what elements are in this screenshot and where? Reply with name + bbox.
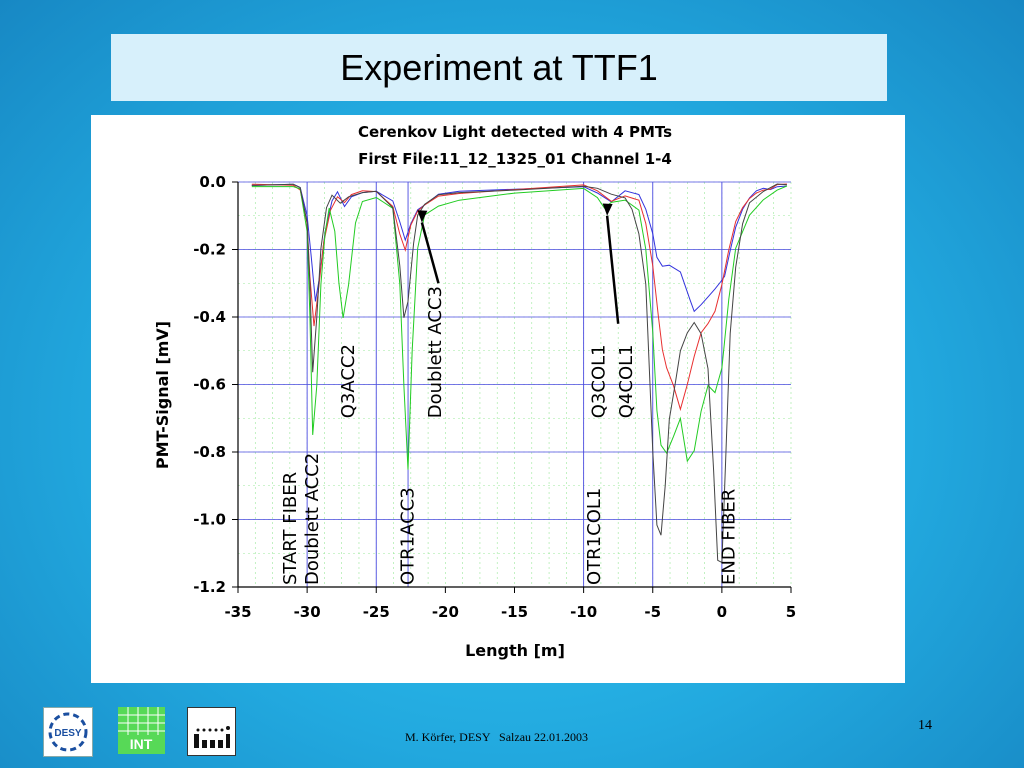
y-tick-label: -0.4 <box>193 308 226 326</box>
annotation-label: START FIBER <box>280 472 301 585</box>
annotation-arrow-head <box>417 210 428 223</box>
slide-title-box: Experiment at TTF1 <box>111 34 887 101</box>
annotation-label: Doublett ACC2 <box>302 453 323 585</box>
int-logo: INT <box>118 707 165 754</box>
annotation-label: END FIBER <box>718 489 739 585</box>
annotation-label: Q4COL1 <box>616 344 637 418</box>
y-axis-label: PMT-Signal [mV] <box>153 321 172 469</box>
x-tick-label: -15 <box>501 603 528 621</box>
y-tick-label: -1.0 <box>193 511 226 529</box>
chart-panel: Cerenkov Light detected with 4 PMTs Firs… <box>91 115 905 683</box>
y-tick-label: -0.2 <box>193 241 226 259</box>
series-line-3 <box>251 183 787 564</box>
y-tick-label: -1.2 <box>193 578 226 596</box>
annotation-label: OTR1ACC3 <box>398 487 419 585</box>
chart-svg: Cerenkov Light detected with 4 PMTs Firs… <box>153 123 796 660</box>
annotation-label: Doublett ACC3 <box>425 286 446 418</box>
x-tick-label: -35 <box>224 603 251 621</box>
x-tick-label: 5 <box>786 603 796 621</box>
desy-logo: DESY <box>43 707 93 757</box>
series-line-1 <box>251 183 787 412</box>
chart-subtitle: First File:11_12_1325_01 Channel 1-4 <box>358 150 672 168</box>
y-tick-label: 0.0 <box>199 173 226 191</box>
series-line-0 <box>251 183 787 313</box>
series-line-2 <box>251 185 788 470</box>
x-tick-label: -5 <box>644 603 661 621</box>
x-tick-label: 0 <box>717 603 727 621</box>
annotation-arrow-head <box>602 203 613 216</box>
x-tick-label: -20 <box>432 603 459 621</box>
x-tick-label: -10 <box>570 603 597 621</box>
desy-logo-text: DESY <box>54 728 82 739</box>
y-tick-label: -0.6 <box>193 376 226 394</box>
annotation-label: Q3COL1 <box>588 344 609 418</box>
page-number: 14 <box>918 718 932 733</box>
chart-grid <box>237 181 792 588</box>
y-tick-label: -0.8 <box>193 443 226 461</box>
hmi-logo <box>187 707 236 756</box>
annotation-label: OTR1COL1 <box>584 488 605 585</box>
chart-title: Cerenkov Light detected with 4 PMTs <box>358 123 672 141</box>
chart-series-group <box>251 183 788 564</box>
chart-annotations: START FIBER Doublett ACC2 Q3ACC2 OTR1ACC3 Do… <box>280 203 739 585</box>
int-logo-text: INT <box>130 736 153 752</box>
x-axis-label: Length [m] <box>465 641 565 660</box>
x-tick-label: -25 <box>363 603 390 621</box>
chart-axes: -35 -30 -25 -20 -15 -10 -5 0 5 0.0 -0.2 -0.4 -0.6 -0.… <box>193 173 796 621</box>
slide-footer: M. Körfer, DESY Salzau 22.01.2003 <box>405 730 589 744</box>
annotation-arrow-line <box>420 222 440 284</box>
annotation-arrow-line <box>605 215 620 324</box>
annotation-label: Q3ACC2 <box>338 344 359 418</box>
x-tick-label: -30 <box>294 603 321 621</box>
slide-title: Experiment at TTF1 <box>340 46 658 88</box>
